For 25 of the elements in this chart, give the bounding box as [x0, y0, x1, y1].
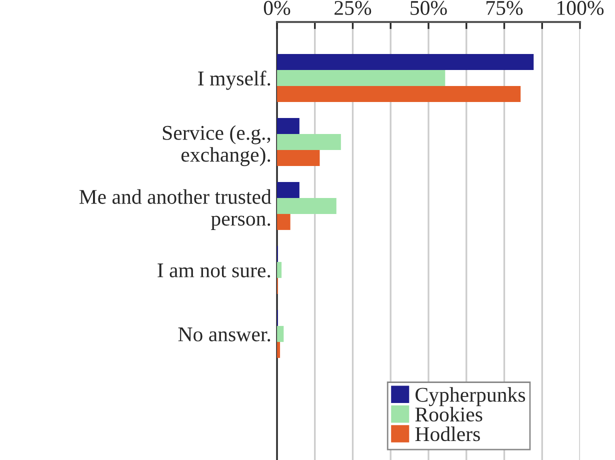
x-tick-label: 0% — [264, 0, 290, 16]
x-tick-label: 25% — [334, 0, 372, 16]
bar — [277, 54, 534, 70]
y-tick-label: Me and another trusted person. — [79, 189, 272, 230]
x-tick-label: 50% — [410, 0, 447, 16]
y-tick-label: Service (e.g., exchange). — [162, 125, 270, 166]
legend-label: Rookies — [415, 406, 482, 422]
x-tick-label: 100% — [558, 0, 604, 16]
bar — [277, 150, 320, 166]
bar — [277, 214, 290, 230]
bar — [277, 134, 341, 150]
bar — [277, 198, 336, 214]
legend-label: Cypherpunks — [416, 387, 526, 406]
bar — [277, 326, 284, 342]
y-tick-label: I myself. — [198, 70, 270, 90]
y-tick-label: I am not sure. — [158, 264, 270, 278]
bar — [277, 86, 521, 102]
bar — [277, 262, 282, 278]
legend-label: Hodlers — [415, 426, 480, 442]
y-tick-label: No answer. — [178, 328, 270, 342]
x-tick-label: 75% — [486, 0, 523, 16]
bar — [277, 342, 280, 358]
bar — [277, 118, 300, 134]
bar — [277, 70, 446, 86]
bar — [277, 182, 300, 198]
